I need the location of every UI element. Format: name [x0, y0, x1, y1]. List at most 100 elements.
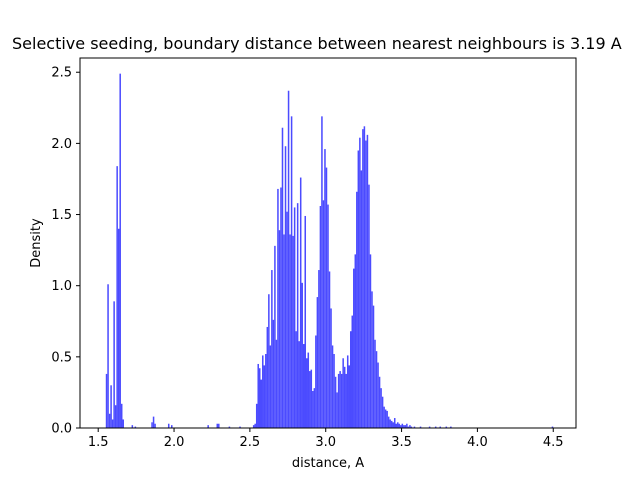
histogram-bar — [340, 373, 343, 428]
y-tick-label: 2.5 — [51, 66, 72, 81]
histogram-bar — [319, 206, 322, 428]
y-axis-ticks: 0.0 0.5 1.0 1.5 2.0 2.5 — [51, 66, 80, 437]
histogram-bar — [271, 270, 273, 428]
x-tick-label: 2.5 — [240, 435, 261, 450]
x-tick-label: 4.5 — [543, 435, 564, 450]
histogram-bar — [324, 149, 326, 429]
histogram-bar — [353, 268, 355, 428]
histogram-bar — [114, 405, 117, 428]
histogram-bar — [330, 308, 332, 428]
histogram-bar — [404, 425, 407, 428]
histogram-bar — [372, 305, 375, 428]
histogram-bar — [377, 362, 379, 428]
histogram-bar — [295, 331, 297, 428]
histogram-bar — [315, 335, 317, 428]
histogram-bar — [152, 416, 155, 428]
histogram-bar — [266, 326, 269, 428]
histogram-bar — [336, 392, 338, 428]
histogram-bar — [302, 344, 305, 428]
histogram-bar — [439, 426, 442, 428]
y-tick-label: 0.5 — [51, 350, 72, 365]
histogram-bar — [110, 385, 112, 428]
histogram-bar — [351, 315, 354, 428]
histogram-bar — [348, 365, 350, 428]
histogram-bar — [445, 426, 448, 428]
histogram-bar — [551, 426, 554, 428]
histogram-bar — [428, 426, 431, 428]
histogram-bar — [296, 203, 299, 428]
histogram-bar — [400, 425, 402, 428]
histogram-bar — [334, 376, 337, 428]
histogram-bar — [387, 416, 390, 428]
histogram-bar — [116, 166, 118, 428]
histogram-bar — [406, 423, 408, 428]
histogram-bar — [262, 355, 264, 428]
y-tick-label: 1.0 — [51, 279, 72, 294]
histogram-bar — [413, 426, 416, 428]
histogram-bar — [393, 418, 396, 428]
x-axis-label: distance, A — [292, 456, 364, 471]
histogram-bar — [263, 365, 266, 428]
histogram-bar — [375, 351, 378, 428]
histogram-bar — [318, 270, 320, 428]
histogram-bar — [274, 245, 276, 428]
histogram-bar — [360, 170, 363, 428]
histogram-bar — [359, 137, 361, 428]
histogram-bar — [122, 419, 124, 428]
histogram-bar — [280, 187, 282, 428]
histogram-bar — [275, 339, 278, 428]
histogram-bar — [304, 215, 307, 428]
histogram-bar — [378, 376, 381, 428]
histogram-bar — [281, 127, 284, 428]
histogram-bar — [258, 368, 261, 428]
histogram-bar — [325, 167, 328, 429]
histogram-bar — [292, 235, 294, 428]
histogram-bar — [397, 422, 399, 428]
histogram-bar — [383, 406, 385, 428]
histogram-bar — [349, 331, 352, 428]
histogram-bar — [392, 422, 394, 428]
histogram-bar — [374, 339, 376, 428]
histogram-bar — [407, 426, 410, 428]
histogram-bar — [403, 425, 405, 428]
histogram-bar — [354, 254, 357, 428]
x-axis-ticks: 1.5 2.0 2.5 3.0 3.5 4.0 4.5 — [88, 428, 564, 450]
histogram-bar — [134, 426, 137, 428]
histogram-bar — [268, 294, 270, 428]
histogram-bar — [384, 409, 387, 428]
histogram-bar — [113, 301, 115, 428]
histogram-bar — [228, 426, 231, 428]
histogram-bar — [120, 403, 123, 428]
histogram-bar — [293, 207, 296, 428]
histogram-bar — [301, 282, 303, 428]
histogram-bar — [368, 184, 370, 428]
histogram-bar — [171, 425, 173, 428]
histogram-bar — [316, 297, 319, 428]
histogram-bar — [289, 234, 291, 428]
histogram-bar — [239, 426, 241, 428]
histogram-bar — [107, 284, 109, 428]
histogram-bar — [390, 420, 393, 428]
histogram-bar — [269, 345, 272, 428]
histogram-bar — [346, 355, 349, 428]
y-axis-label: Density — [29, 218, 44, 268]
histogram-bar — [337, 373, 340, 428]
histogram-bar — [154, 423, 156, 428]
histogram-bar — [286, 211, 288, 428]
histogram-bar — [343, 366, 346, 428]
histogram-bar — [277, 188, 279, 428]
histogram-bar — [117, 228, 120, 428]
histogram-bar — [167, 423, 170, 428]
histogram-bar — [254, 423, 256, 428]
histogram-bar — [131, 425, 134, 428]
histogram-bar — [327, 204, 329, 428]
histogram-bar — [105, 373, 108, 428]
histogram-bar — [328, 271, 331, 428]
y-tick-label: 2.0 — [51, 137, 72, 152]
histogram-bar — [278, 230, 281, 428]
histogram-bar — [287, 90, 290, 428]
histogram-bar — [331, 345, 334, 428]
histogram-bar — [272, 319, 275, 428]
x-tick-label: 3.0 — [315, 435, 336, 450]
histogram-bar — [386, 410, 388, 428]
